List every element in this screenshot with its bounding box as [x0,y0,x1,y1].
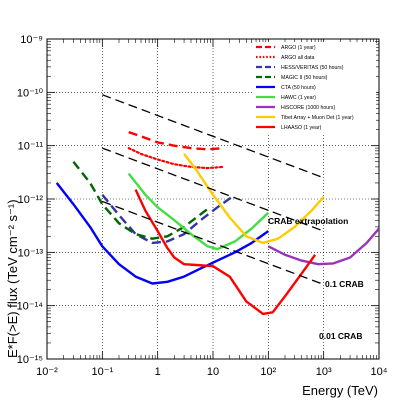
legend-label: HAWC (1 year) [281,95,316,101]
x-tick-label: 10³ [316,366,332,378]
axis-ticks [46,38,380,360]
x-tick-label: 10⁴ [371,366,388,378]
x-tick-label: 1 [155,366,161,378]
reference-label: 0.1 CRAB [325,279,364,289]
x-tick-labels: 10⁻² 10⁻¹ 1 10 10² 10³ 10⁴ [36,366,388,378]
reference-labels: CRAB extrapolation 0.1 CRAB 0.01 CRAB [268,216,364,341]
series-line-argo-all-data [127,147,224,170]
series-line-hawc-1-year [127,172,270,251]
y-tick-label: 10⁻¹³ [18,247,44,259]
legend: ARGO (1 year) ARGO all data HESS/VERITAS (… [253,42,376,134]
reference-lines [102,94,324,286]
series-line-argo-1-year [128,130,223,151]
legend-label: ARGO all data [281,55,315,61]
y-axis-label: E*F(>E) flux (TeV cm⁻² s⁻¹) [5,199,20,358]
series-line-tibet-array-muon-det-1-year [183,153,325,245]
y-tick-labels: 10⁻¹⁵ 10⁻¹⁴ 10⁻¹³ 10⁻¹² 10⁻¹¹ 10⁻¹⁰ 10⁻⁹ [17,34,44,366]
legend-label: ARGO (1 year) [281,45,316,51]
legend-label: CTA (50 hours) [281,85,316,91]
legend-label: HiSCORE (1000 hours) [281,105,335,111]
x-axis-label: Energy (TeV) [302,383,378,398]
reference-label: 0.01 CRAB [319,331,362,341]
x-tick-label: 10² [260,366,276,378]
y-tick-label: 10⁻¹² [18,194,44,206]
series-line-magic-ii-50-hours [72,160,209,240]
reference-line [102,94,324,179]
reference-label: CRAB extrapolation [268,216,348,226]
x-tick-label: 10⁻¹ [91,366,113,378]
y-tick-label: 10⁻¹¹ [18,141,44,153]
data-series [55,130,379,316]
series-line-cta-50-hours [55,182,269,285]
legend-label: Tibet Array + Muon Det (1 year) [281,115,354,121]
legend-label: LHAASO (1 year) [281,125,322,131]
series-line-lhaaso-1-year [134,189,317,316]
y-tick-label: 10⁻¹⁰ [17,87,44,99]
y-tick-label: 10⁻¹⁴ [17,301,44,313]
grid [47,39,379,359]
reference-line [102,200,324,286]
y-tick-label: 10⁻⁹ [20,34,43,46]
y-tick-label: 10⁻¹⁵ [17,354,43,366]
reference-line [102,147,324,232]
series-line-hess-veritas-50-hours [101,193,236,245]
legend-label: HESS/VERITAS (50 hours) [281,65,344,71]
legend-label: MAGIC II (50 hours) [281,75,328,81]
x-tick-label: 10⁻² [36,366,58,378]
series-line-hiscore-1000-hours [267,227,379,266]
x-tick-label: 10 [207,366,219,378]
